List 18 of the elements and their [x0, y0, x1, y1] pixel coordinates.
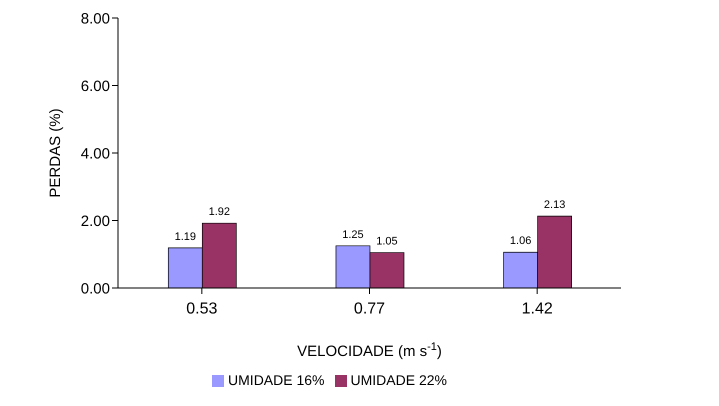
x-tick-label: 0.77	[354, 300, 386, 318]
legend-label: UMIDADE 16%	[228, 372, 324, 388]
y-axis-title: PERDAS (%)	[47, 108, 64, 198]
y-tick-label: 6.00	[80, 78, 110, 95]
y-tick-label: 8.00	[80, 10, 110, 28]
data-label: 1.05	[376, 236, 398, 248]
y-tick-label: 2.00	[80, 212, 110, 230]
legend-label: UMIDADE 22%	[350, 372, 447, 388]
x-tick-label: 0.53	[186, 300, 218, 318]
data-label: 1.06	[510, 235, 532, 248]
data-label: 1.92	[208, 206, 230, 218]
data-label: 2.13	[544, 199, 566, 212]
y-tick-label: 0.00	[80, 280, 110, 298]
data-label: 1.19	[174, 230, 196, 243]
data-label: 1.25	[342, 228, 364, 241]
x-axis-title: VELOCIDADE (m s$^{-1}$)	[297, 341, 442, 360]
x-tick-label: 1.42	[522, 300, 553, 318]
y-tick-label: 4.00	[80, 145, 110, 162]
